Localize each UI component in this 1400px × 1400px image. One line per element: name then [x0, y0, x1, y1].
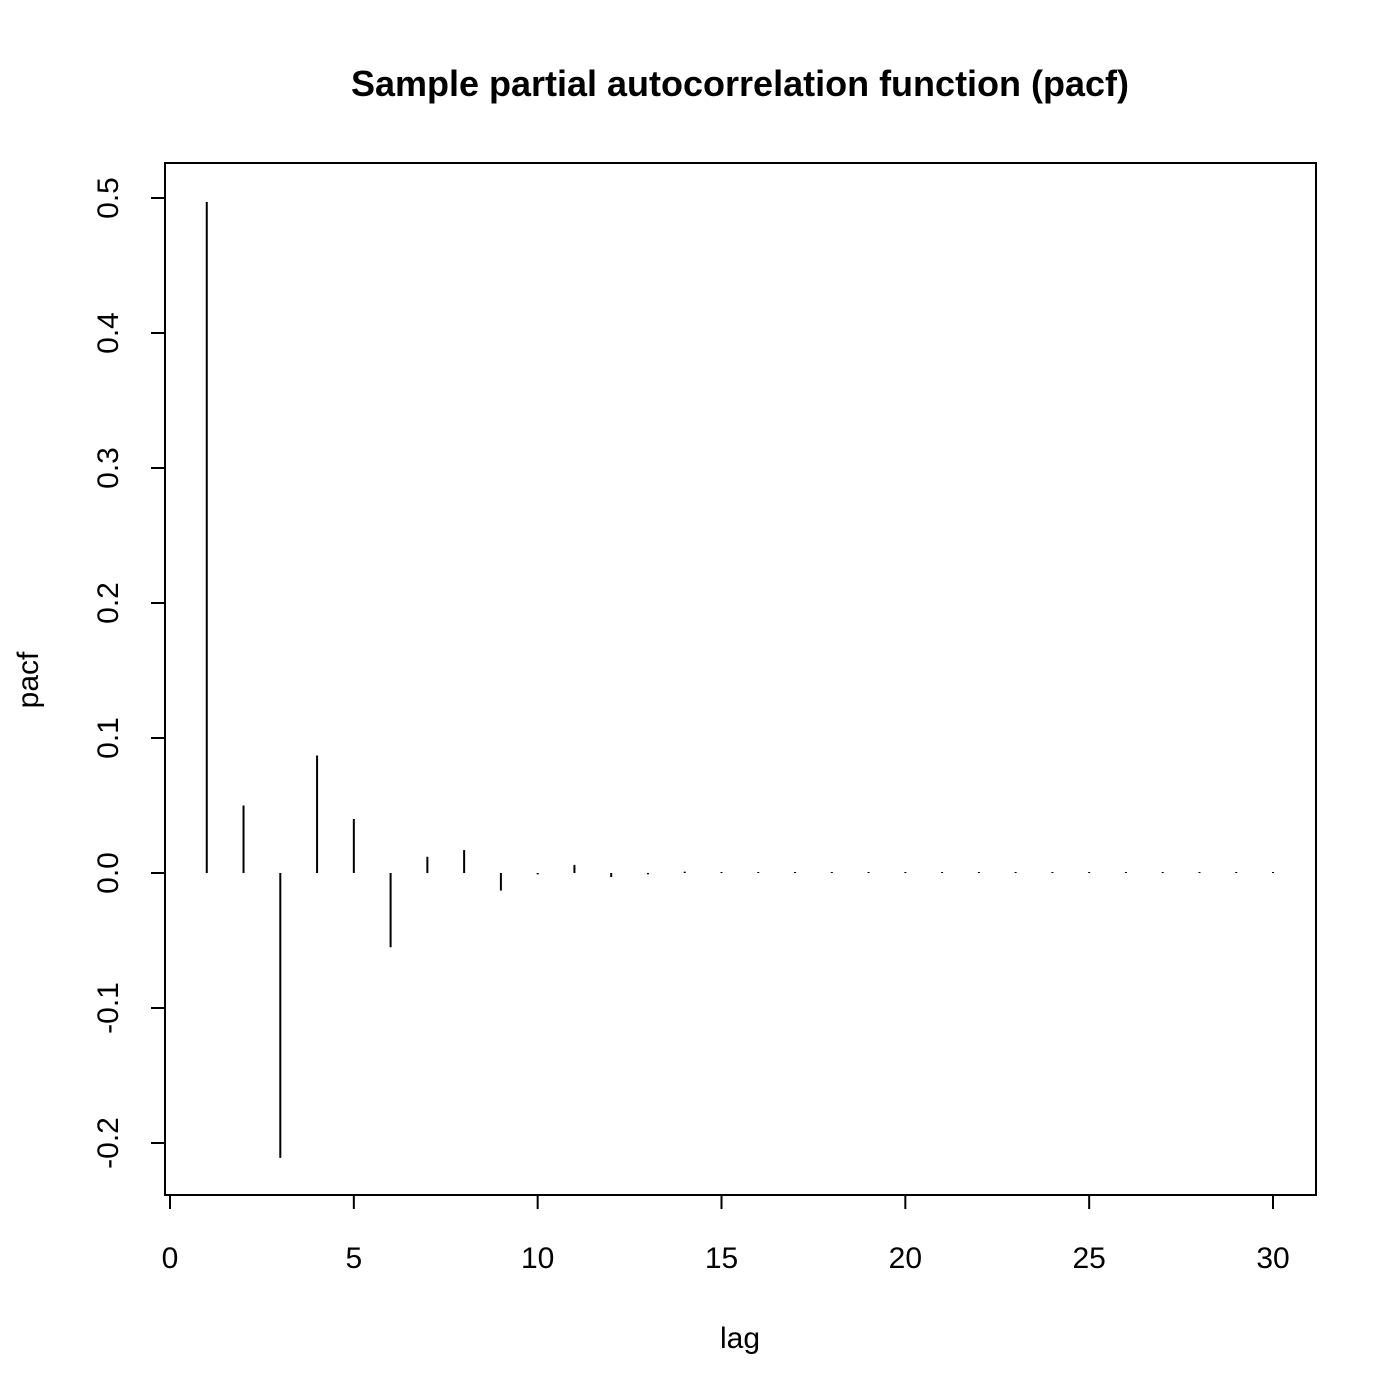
plot-frame	[164, 162, 1317, 1196]
y-axis: -0.2 -0.1 0.0 0.1 0.2 0.3 0.4 0.5	[92, 177, 166, 1169]
y-tick-label: -0.2	[92, 1117, 125, 1169]
x-axis: 0 5 10 15 20 25 30	[162, 1194, 1290, 1275]
x-tick-label: 5	[345, 1242, 362, 1275]
x-axis-label: lag	[720, 1322, 760, 1355]
y-tick-label: 0.0	[92, 852, 125, 894]
y-tick-label: -0.1	[92, 982, 125, 1034]
x-tick-label: 0	[162, 1242, 179, 1275]
y-tick-label: 0.2	[92, 582, 125, 624]
y-tick-label: 0.4	[92, 312, 125, 354]
chart-title: Sample partial autocorrelation function …	[351, 63, 1129, 104]
x-tick-label: 30	[1256, 1242, 1289, 1275]
y-tick-label: 0.5	[92, 177, 125, 219]
pacf-spikes	[205, 202, 1274, 1158]
y-tick-label: 0.3	[92, 447, 125, 489]
x-tick-label: 20	[889, 1242, 922, 1275]
x-tick-label: 15	[705, 1242, 738, 1275]
y-axis-label: pacf	[12, 651, 45, 708]
x-tick-label: 10	[521, 1242, 554, 1275]
y-tick-label: 0.1	[92, 717, 125, 759]
x-tick-label: 25	[1072, 1242, 1105, 1275]
